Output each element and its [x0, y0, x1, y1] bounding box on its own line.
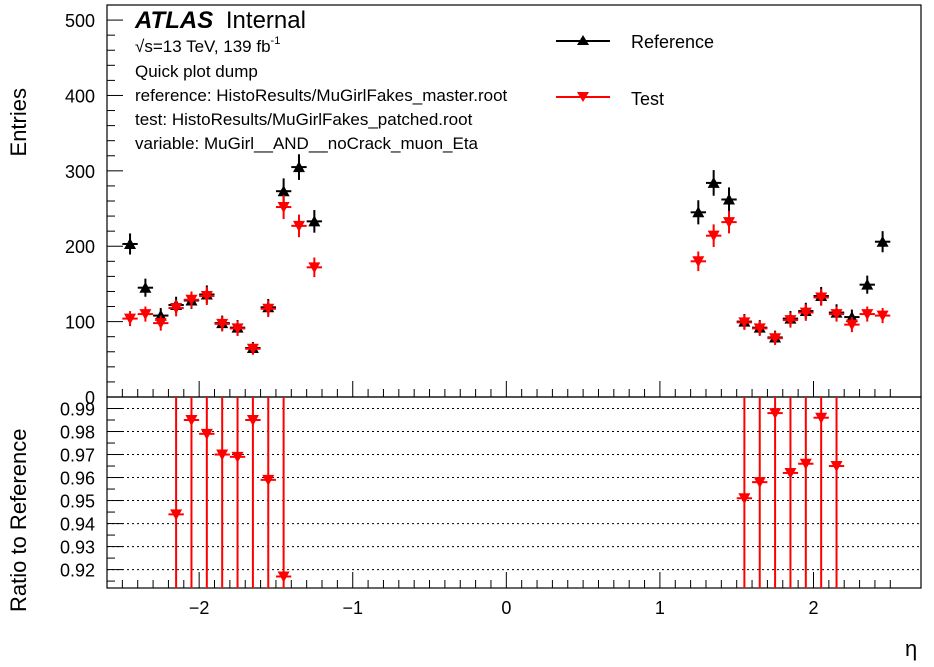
test-point [707, 230, 720, 242]
top-y-axis-title: Entries [6, 88, 31, 156]
legend-test-marker [556, 92, 610, 102]
reference-point [277, 185, 290, 197]
top-y-tick-label: 300 [65, 162, 95, 182]
ratio-y-tick-label: 0.95 [60, 492, 95, 512]
test-point [231, 323, 244, 335]
atlas-text: ATLAS [134, 7, 213, 34]
test-point [799, 307, 812, 319]
test-point [753, 323, 766, 335]
test-point [154, 318, 167, 330]
test-point [830, 309, 843, 321]
info-line-2: reference: HistoResults/MuGirlFakes_mast… [135, 86, 508, 105]
ratio-grid [107, 408, 921, 571]
test-point [139, 309, 152, 321]
ratio-point [830, 461, 843, 473]
ratio-y-tick-label: 0.94 [60, 515, 95, 535]
internal-text: Internal [226, 7, 306, 34]
ratio-point [246, 415, 259, 427]
ratio-point [784, 467, 797, 479]
x-tick-label: 1 [655, 598, 665, 618]
reference-point [845, 311, 858, 323]
test-point [200, 290, 213, 302]
energy-label: √s=13 TeV, 139 fb-1 [135, 35, 280, 56]
reference-point [692, 206, 705, 218]
reference-point [292, 161, 305, 173]
top-points [122, 154, 891, 355]
x-tick-label: 2 [808, 598, 818, 618]
test-point [170, 303, 183, 315]
test-point [308, 262, 321, 274]
ratio-point [185, 415, 198, 427]
x-tick-label: −2 [189, 598, 210, 618]
test-point [246, 343, 259, 355]
test-point [292, 220, 305, 232]
ratio-y-tick-label: 0.92 [60, 561, 95, 581]
test-point [769, 333, 782, 345]
legend-reference-marker [556, 35, 610, 45]
ratio-point [815, 412, 828, 424]
legend-reference-label: Reference [631, 32, 714, 52]
test-point [723, 217, 736, 229]
reference-point [876, 235, 889, 247]
test-point [124, 313, 137, 325]
ratio-point [262, 474, 275, 486]
top-y-tick-label: 400 [65, 86, 95, 106]
ratio-axes: 0.92 0.93 0.94 0.95 0.96 0.97 0.98 0.99 −2 −1 0 1 2 [60, 400, 891, 618]
reference-point [308, 215, 321, 227]
ratio-y-tick-label: 0.96 [60, 469, 95, 489]
ratio-point [738, 493, 751, 505]
test-point [861, 309, 874, 321]
top-axes: 0 100 200 300 400 500 [65, 11, 891, 408]
test-point [262, 303, 275, 315]
ratio-point [799, 458, 812, 470]
test-point [277, 202, 290, 214]
reference-point [124, 237, 137, 249]
test-point [185, 294, 198, 306]
test-point [738, 317, 751, 329]
info-line-3: test: HistoResults/MuGirlFakes_patched.r… [135, 110, 473, 129]
test-point [216, 318, 229, 330]
atlas-label: ATLAS Internal [134, 7, 306, 34]
x-tick-label: 0 [501, 598, 511, 618]
reference-point [154, 309, 167, 321]
ratio-frame [106, 396, 922, 589]
x-tick-label: −1 [342, 598, 363, 618]
ratio-point [277, 571, 290, 583]
ratio-points [168, 397, 845, 588]
energy-text: s=13 TeV, 139 fb [144, 37, 270, 56]
ratio-y-tick-label: 0.99 [60, 400, 95, 420]
top-y-tick-label: 0 [85, 388, 95, 408]
ratio-point [170, 509, 183, 521]
ratio-point [753, 477, 766, 489]
test-point [692, 256, 705, 268]
reference-point [707, 176, 720, 188]
test-point [876, 310, 889, 322]
x-axis-title: η [905, 636, 917, 661]
reference-point [861, 278, 874, 290]
test-point [815, 292, 828, 304]
ratio-y-tick-label: 0.97 [60, 446, 95, 466]
sqrt-sign: √ [135, 37, 145, 56]
test-point [845, 319, 858, 331]
info-line-4: variable: MuGirl__AND__noCrack_muon_Eta [135, 134, 479, 153]
ratio-y-tick-label: 0.93 [60, 538, 95, 558]
test-point [784, 315, 797, 327]
ratio-point [200, 428, 213, 440]
ratio-y-axis-title: Ratio to Reference [6, 429, 31, 612]
ratio-point [769, 408, 782, 420]
legend: Reference Test [556, 32, 714, 109]
ratio-point [216, 449, 229, 461]
ratio-y-tick-label: 0.98 [60, 423, 95, 443]
lumi-exponent: -1 [271, 35, 281, 47]
legend-test-label: Test [631, 89, 664, 109]
top-y-tick-label: 200 [65, 237, 95, 257]
reference-point [723, 193, 736, 205]
reference-point [139, 281, 152, 293]
ratio-point [231, 451, 244, 463]
info-line-1: Quick plot dump [135, 62, 258, 81]
top-y-tick-label: 500 [65, 11, 95, 31]
top-y-tick-label: 100 [65, 313, 95, 333]
